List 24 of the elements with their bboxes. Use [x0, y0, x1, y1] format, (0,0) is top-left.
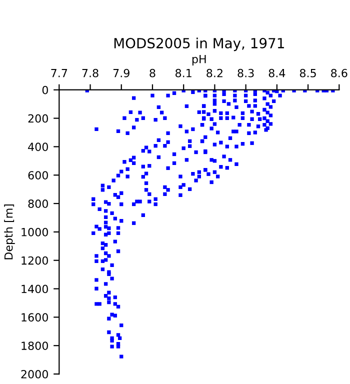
x-tick-label: 7.9 — [113, 68, 130, 78]
y-tick-label: 2000 — [21, 370, 48, 378]
x-tick-label: 8.5 — [300, 68, 316, 78]
x-tick-label: 8.2 — [206, 68, 222, 78]
y-tick-label: 1000 — [22, 228, 48, 236]
y-tick-label: 1400 — [22, 284, 48, 294]
y-axis-title: Depth [m] — [4, 204, 15, 260]
x-tick-label: 8.4 — [268, 68, 286, 78]
y-tick-label: 600 — [28, 171, 48, 180]
x-tick-label: 8 — [150, 68, 156, 78]
y-tick-label: 400 — [28, 142, 48, 152]
chart-title: MODS2005 in May, 1971 — [114, 38, 284, 52]
x-tick-label: 8.1 — [176, 68, 192, 78]
x-tick-label: 8.3 — [238, 68, 254, 78]
y-tick-label: 0 — [42, 86, 48, 94]
y-tick-label: 1600 — [22, 313, 48, 322]
y-tick-label: 1800 — [22, 342, 48, 350]
y-tick-label: 800 — [28, 199, 48, 208]
x-tick-label: 7.7 — [51, 69, 68, 78]
x-tick-label: 8.6 — [331, 68, 348, 78]
x-tick-label: 7.8 — [82, 68, 98, 78]
y-tick-label: 1200 — [22, 256, 48, 265]
y-tick-label: 200 — [28, 114, 48, 123]
x-axis-title: pH — [192, 55, 206, 66]
